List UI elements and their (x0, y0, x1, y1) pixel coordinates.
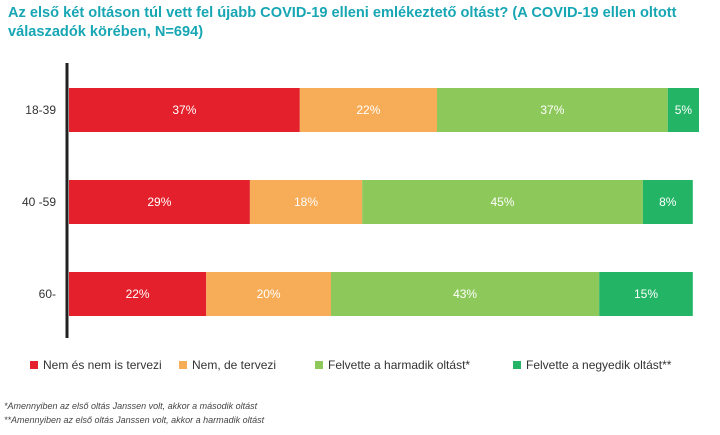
bar-segment (331, 272, 600, 316)
footnote-1: *Amennyiben az első oltás Janssen volt, … (4, 401, 258, 411)
data-label: 20% (257, 287, 281, 301)
bar-segment (667, 88, 699, 132)
data-label: 29% (147, 195, 171, 209)
bar-segment (206, 272, 331, 316)
legend-item: Felvette a negyedik oltást** (513, 358, 671, 372)
legend-label: Felvette a negyedik oltást** (526, 358, 672, 372)
bar-segment (362, 180, 643, 224)
bar-segment (249, 180, 363, 224)
stacked-bar-chart: 18-39 37% 22% 37% 5% 40 -59 29% 18% 45% 8% 60- 22% 2… (22, 63, 699, 338)
legend-label: Nem és nem is tervezi (43, 358, 162, 372)
legend-item: Nem és nem is tervezi (30, 358, 162, 372)
bar-segment (642, 180, 693, 224)
data-label: 37% (172, 103, 196, 117)
legend-item: Felvette a harmadik oltást* (315, 358, 470, 372)
bar-segment (299, 88, 437, 132)
bar-segment (69, 180, 250, 224)
data-label: 43% (453, 287, 477, 301)
y-tick-label: 18-39 (25, 103, 56, 117)
bar-segment (69, 272, 207, 316)
legend-item: Nem, de tervezi (179, 358, 276, 372)
bar-segment (599, 272, 693, 316)
chart-legend: Nem és nem is tervezi Nem, de tervezi Felv… (30, 358, 720, 378)
bar-segment (437, 88, 668, 132)
data-label: 15% (634, 287, 658, 301)
legend-label: Nem, de tervezi (192, 358, 277, 372)
bar-segment (69, 88, 300, 132)
legend-swatch (179, 361, 187, 369)
data-label: 37% (540, 103, 564, 117)
y-tick-label: 60- (39, 287, 56, 301)
data-label: 5% (675, 103, 693, 117)
data-label: 8% (659, 195, 677, 209)
data-label: 18% (294, 195, 318, 209)
legend-swatch (513, 361, 521, 369)
footnote-2: **Amennyiben az első oltás Janssen volt,… (4, 415, 265, 425)
y-tick-label: 40 -59 (22, 195, 56, 209)
data-label: 22% (356, 103, 380, 117)
legend-swatch (30, 361, 38, 369)
chart-title: Az első két oltáson túl vett fel újabb C… (8, 5, 677, 40)
data-label: 22% (126, 287, 150, 301)
data-label: 45% (490, 195, 514, 209)
legend-swatch (315, 361, 323, 369)
legend-label: Felvette a harmadik oltást* (328, 358, 471, 372)
